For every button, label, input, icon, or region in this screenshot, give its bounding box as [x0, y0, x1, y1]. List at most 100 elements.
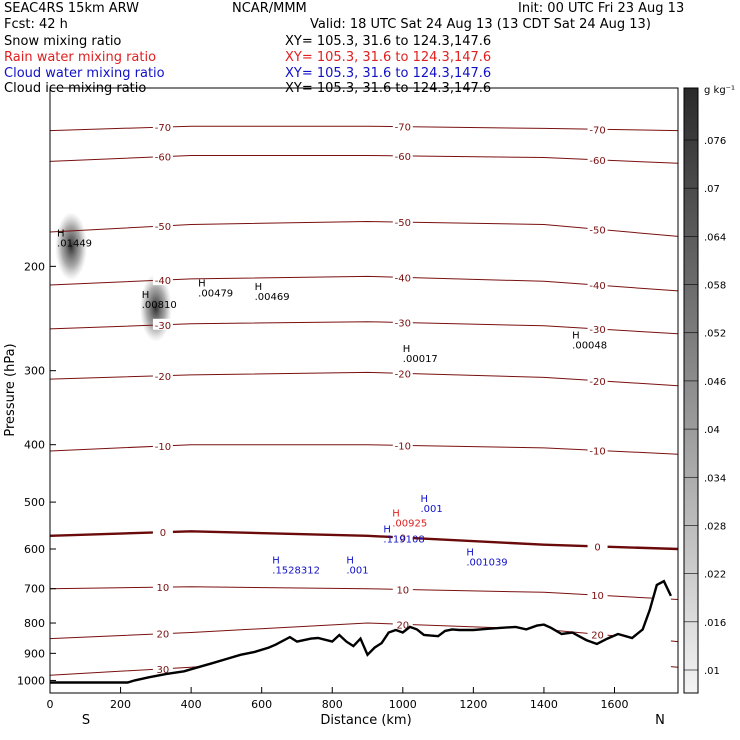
- maximum-value-label: .00810: [142, 300, 177, 311]
- isotherm-label-bg: [392, 271, 413, 283]
- isotherm-label: -30: [589, 325, 605, 336]
- isotherm-label-bg: [152, 318, 173, 330]
- colorbar-tick-label: .01: [704, 666, 720, 677]
- forecast-hour: Fcst: 42 h: [4, 17, 68, 32]
- colorbar-tick-label: .076: [704, 136, 726, 147]
- isotherm-label-bg: [392, 216, 413, 228]
- isotherm-label-bg: [392, 618, 413, 630]
- maximum-value-label: .00017: [403, 354, 438, 365]
- isotherm-line: [49, 125, 679, 132]
- field-cloud-xy: XY= 105.3, 31.6 to 124.3,147.6: [285, 66, 492, 81]
- terrain-fill: [50, 581, 671, 693]
- isotherm-label: 0: [400, 534, 406, 545]
- colorbar-tick-label: .04: [704, 425, 720, 436]
- x-tick-label: 1400: [530, 698, 558, 711]
- plot-area: -70 -70 -70 -60 -60 -60 -50 -50 -50 -40 -40 -40 -30 -…: [49, 120, 679, 693]
- terrain-line: [50, 579, 672, 684]
- isotherm-label: -10: [155, 442, 171, 453]
- isotherm-label-bg: [587, 123, 608, 135]
- model-title: SEAC4RS 15km ARW: [4, 1, 140, 16]
- isotherm-label-bg: [392, 531, 413, 543]
- isotherm-label: 10: [396, 585, 409, 596]
- isotherm-label: -20: [155, 372, 171, 383]
- maximum-value-label: .1528312: [272, 566, 320, 577]
- y-tick-label: 500: [24, 496, 45, 509]
- isotherm-label: -50: [589, 225, 605, 236]
- isotherm-label-bg: [392, 583, 413, 595]
- y-tick-label: 800: [24, 617, 45, 630]
- isotherm-line: [49, 371, 679, 387]
- isotherm-label-bg: [587, 279, 608, 291]
- isotherm-label-bg: [587, 323, 608, 335]
- isotherm-label: 10: [157, 583, 170, 594]
- x-axis-label: Distance (km): [320, 713, 411, 728]
- isotherm-label-bg: [587, 628, 608, 640]
- x-tick-label: 1600: [600, 698, 628, 711]
- maximum-marker: H: [346, 556, 354, 567]
- isotherm-label: -70: [589, 125, 605, 136]
- x-tick-label: 400: [181, 698, 202, 711]
- isotherm-label: -60: [395, 152, 411, 163]
- isotherm-line: [49, 444, 679, 455]
- maximum-marker: H: [403, 344, 411, 355]
- isotherm-label: -30: [395, 319, 411, 330]
- snow-shading-blob: [55, 212, 88, 281]
- isotherm-label-bg: [587, 374, 608, 386]
- isotherm-label: 0: [594, 542, 600, 553]
- isotherm-label-bg: [587, 153, 608, 165]
- isotherm-label-bg: [152, 662, 173, 674]
- maximum-value-label: .00048: [572, 340, 607, 351]
- colorbar-tick-label: .046: [704, 377, 726, 388]
- maximum-value-label: .00925: [392, 519, 427, 530]
- isotherm-label: -70: [155, 123, 171, 134]
- north-label: N: [655, 713, 665, 728]
- isotherm-label-bg: [392, 439, 413, 451]
- x-tick-label: 1000: [389, 698, 417, 711]
- colorbar-ticks: .076 .07 .064 .058 .052 .046 .04 .034 .028 .022 .0…: [684, 136, 726, 677]
- isotherm-label-bg: [152, 439, 173, 451]
- y-tick-label: 700: [24, 583, 45, 596]
- colorbar-units: g kg⁻¹: [704, 85, 735, 96]
- maximum-value-label: .001039: [466, 558, 507, 569]
- maximum-value-label: .01449: [57, 238, 92, 249]
- maximum-marker: H: [383, 524, 391, 535]
- maximum-value-label: .00469: [255, 292, 290, 303]
- colorbar-tick-label: .07: [704, 184, 720, 195]
- y-axis-label: Pressure (hPa): [3, 343, 18, 436]
- maximum-marker: H: [198, 279, 206, 290]
- x-tick-label: 0: [47, 698, 54, 711]
- maximum-value-label: .001: [346, 566, 368, 577]
- isotherm-label-bg: [152, 150, 173, 162]
- maximum-marker: H: [57, 228, 65, 239]
- y-tick-label: 300: [24, 365, 45, 378]
- isotherm-label: -60: [589, 156, 605, 167]
- isotherm-label: -60: [155, 153, 171, 164]
- x-tick-label: 600: [251, 698, 272, 711]
- isotherm-label: -20: [589, 377, 605, 388]
- isotherm-label: -20: [395, 369, 411, 380]
- maximum-marker: H: [466, 548, 474, 559]
- init-time: Init: 00 UTC Fri 23 Aug 13: [518, 1, 685, 16]
- isotherm-label-bg: [152, 369, 173, 381]
- isotherm-label-bg: [587, 540, 608, 552]
- x-tick-label: 1200: [459, 698, 487, 711]
- isotherm-label: -50: [395, 218, 411, 229]
- maximum-value-label: .00479: [198, 289, 233, 300]
- isotherm-label-bg: [587, 589, 608, 601]
- maximum-marker: H: [255, 282, 263, 293]
- colorbar-tick-label: .028: [704, 521, 726, 532]
- colorbar-tick-label: .022: [704, 570, 726, 581]
- isotherm-label: -30: [155, 321, 171, 332]
- isotherm-label: -40: [589, 281, 605, 292]
- maximum-marker: H: [392, 509, 400, 520]
- isotherm-label: -40: [395, 273, 411, 284]
- south-label: S: [82, 713, 90, 728]
- y-tick-label: 1000: [17, 674, 45, 687]
- y-tick-label: 900: [24, 647, 45, 660]
- maximum-marker: H: [420, 494, 428, 505]
- x-tick-label: 800: [322, 698, 343, 711]
- isotherm-label: 20: [591, 630, 604, 641]
- org-label: NCAR/MMM: [232, 1, 307, 16]
